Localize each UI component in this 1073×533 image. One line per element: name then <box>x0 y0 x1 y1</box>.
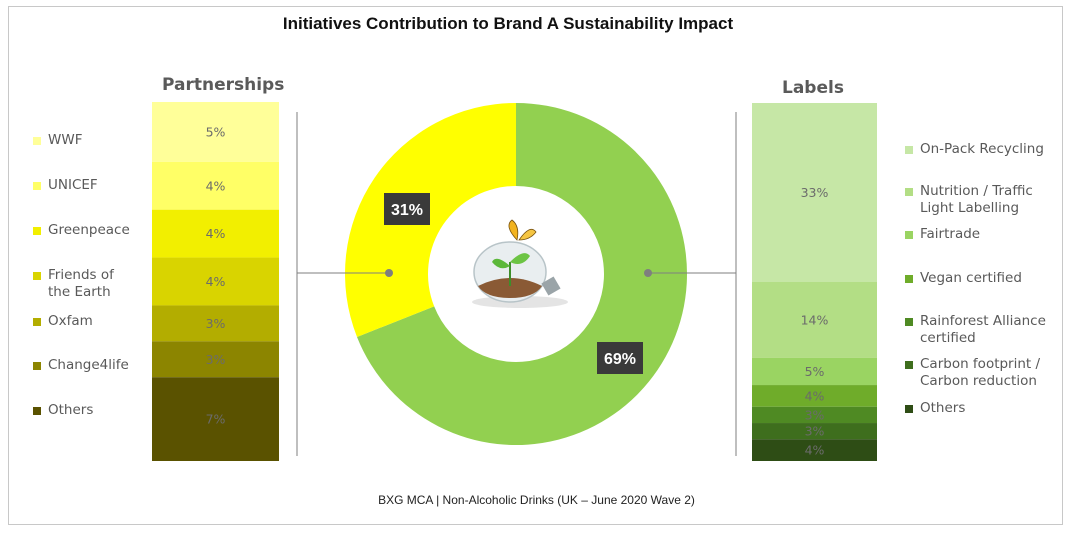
labels-title: Labels <box>782 78 844 98</box>
partnerships-legend-label: Greenpeace <box>48 222 130 238</box>
labels-legend-swatch <box>905 231 913 239</box>
partnerships-segment-oxfam <box>152 305 279 342</box>
partnerships-stacked-bar: 5% 4% 4% 4% 3% 3% 7% <box>152 102 279 461</box>
labels-segment-nutrition-traffic-light-labelling <box>752 282 877 358</box>
partnerships-value-label-unicef: 4% <box>206 178 226 193</box>
butterfly-wing-right <box>518 228 537 241</box>
partnerships-segment-change4life <box>152 341 279 378</box>
labels-value-label-carbon-footprint-carbon-reduction: 3% <box>805 424 825 439</box>
labels-legend-label: Carbon footprint / Carbon reduction <box>920 356 1041 389</box>
labels-stacked-bar: 33% 14% 5% 4% 3% 3% 4% <box>752 103 877 461</box>
partnerships-segment-wwf <box>152 102 279 162</box>
labels-legend-label: Fairtrade <box>920 226 981 242</box>
partnerships-legend-swatch <box>33 362 41 370</box>
partnerships-legend-swatch <box>33 407 41 415</box>
partnerships-value-label-wwf: 5% <box>206 124 226 139</box>
bulb-base <box>541 276 561 296</box>
partnerships-value-label-greenpeace: 4% <box>206 226 226 241</box>
butterfly-wing-left <box>508 219 519 241</box>
labels-value-label-on-pack-recycling: 33% <box>801 185 829 200</box>
partnerships-legend-swatch <box>33 182 41 190</box>
donut-label-labels: 69% <box>604 351 636 368</box>
partnerships-title: Partnerships <box>162 75 285 95</box>
labels-value-label-others: 4% <box>805 443 825 458</box>
partnerships-value-label-change4life: 3% <box>206 352 226 367</box>
labels-segment-vegan-certified <box>752 385 877 407</box>
labels-legend-swatch <box>905 405 913 413</box>
lightbulb-butterfly-icon <box>472 219 568 308</box>
pie-labels: 69% 31% <box>384 193 643 374</box>
labels-legend-swatch <box>905 361 913 369</box>
partnerships-segment-friends-of-the-earth <box>152 257 279 306</box>
labels-segment-on-pack-recycling <box>752 103 877 282</box>
sprout-leaf-right <box>510 253 530 264</box>
labels-legend-label: On-Pack Recycling <box>920 141 1044 157</box>
partnerships-legend-label: Oxfam <box>48 313 93 329</box>
partnerships-legend-label: Others <box>48 402 94 418</box>
chart-title: Initiatives Contribution to Brand A Sust… <box>282 14 734 33</box>
labels-segment-rainforest-alliance-certified <box>752 406 877 424</box>
right-connector-dot <box>644 269 652 277</box>
labels-legend-label: Vegan certified <box>920 270 1022 286</box>
partnerships-legend-label: Friends of the Earth <box>48 267 114 300</box>
labels-legend-swatch <box>905 318 913 326</box>
sprout-leaf-left <box>492 258 510 269</box>
labels-legend-label: Rainforest Alliance certified <box>920 313 1046 346</box>
labels-value-label-rainforest-alliance-certified: 3% <box>805 407 825 422</box>
partnerships-legend-swatch <box>33 272 41 280</box>
connector-lines <box>296 112 737 456</box>
labels-legend-swatch <box>905 188 913 196</box>
partnerships-value-label-friends-of-the-earth: 4% <box>206 274 226 289</box>
labels-legend-swatch <box>905 275 913 283</box>
labels-segment-fairtrade <box>752 357 877 386</box>
partnerships-legend-swatch <box>33 227 41 235</box>
donut-label-box-labels <box>597 342 643 374</box>
partnerships-segment-greenpeace <box>152 209 279 258</box>
labels-legend-swatch <box>905 146 913 154</box>
labels-value-label-nutrition-traffic-light-labelling: 14% <box>801 312 829 327</box>
labels-legend-label: Nutrition / Traffic Light Labelling <box>920 183 1033 216</box>
partnerships-legend-swatch <box>33 137 41 145</box>
labels-segment-others <box>752 439 877 461</box>
bulb-soil <box>478 278 542 298</box>
labels-legend-label: Others <box>920 400 966 416</box>
donut-label-box-partnerships <box>384 193 430 225</box>
source-footer: BXG MCA | Non-Alcoholic Drinks (UK – Jun… <box>378 493 695 507</box>
labels-value-label-fairtrade: 5% <box>805 364 825 379</box>
partnerships-value-label-others: 7% <box>206 412 226 427</box>
partnerships-legend-label: Change4life <box>48 357 129 373</box>
donut-slice-partnerships <box>344 103 516 337</box>
partnerships-legend-swatch <box>33 318 41 326</box>
partnerships-legend-label: UNICEF <box>48 177 98 193</box>
partnerships-value-label-oxfam: 3% <box>206 316 226 331</box>
partnerships-segment-others <box>152 377 279 461</box>
left-connector-dot <box>385 269 393 277</box>
partnerships-legend-label: WWF <box>48 132 83 148</box>
labels-segment-carbon-footprint-carbon-reduction <box>752 423 877 440</box>
donut-label-partnerships: 31% <box>391 202 423 219</box>
partnerships-segment-unicef <box>152 161 279 210</box>
labels-value-label-vegan-certified: 4% <box>805 388 825 403</box>
